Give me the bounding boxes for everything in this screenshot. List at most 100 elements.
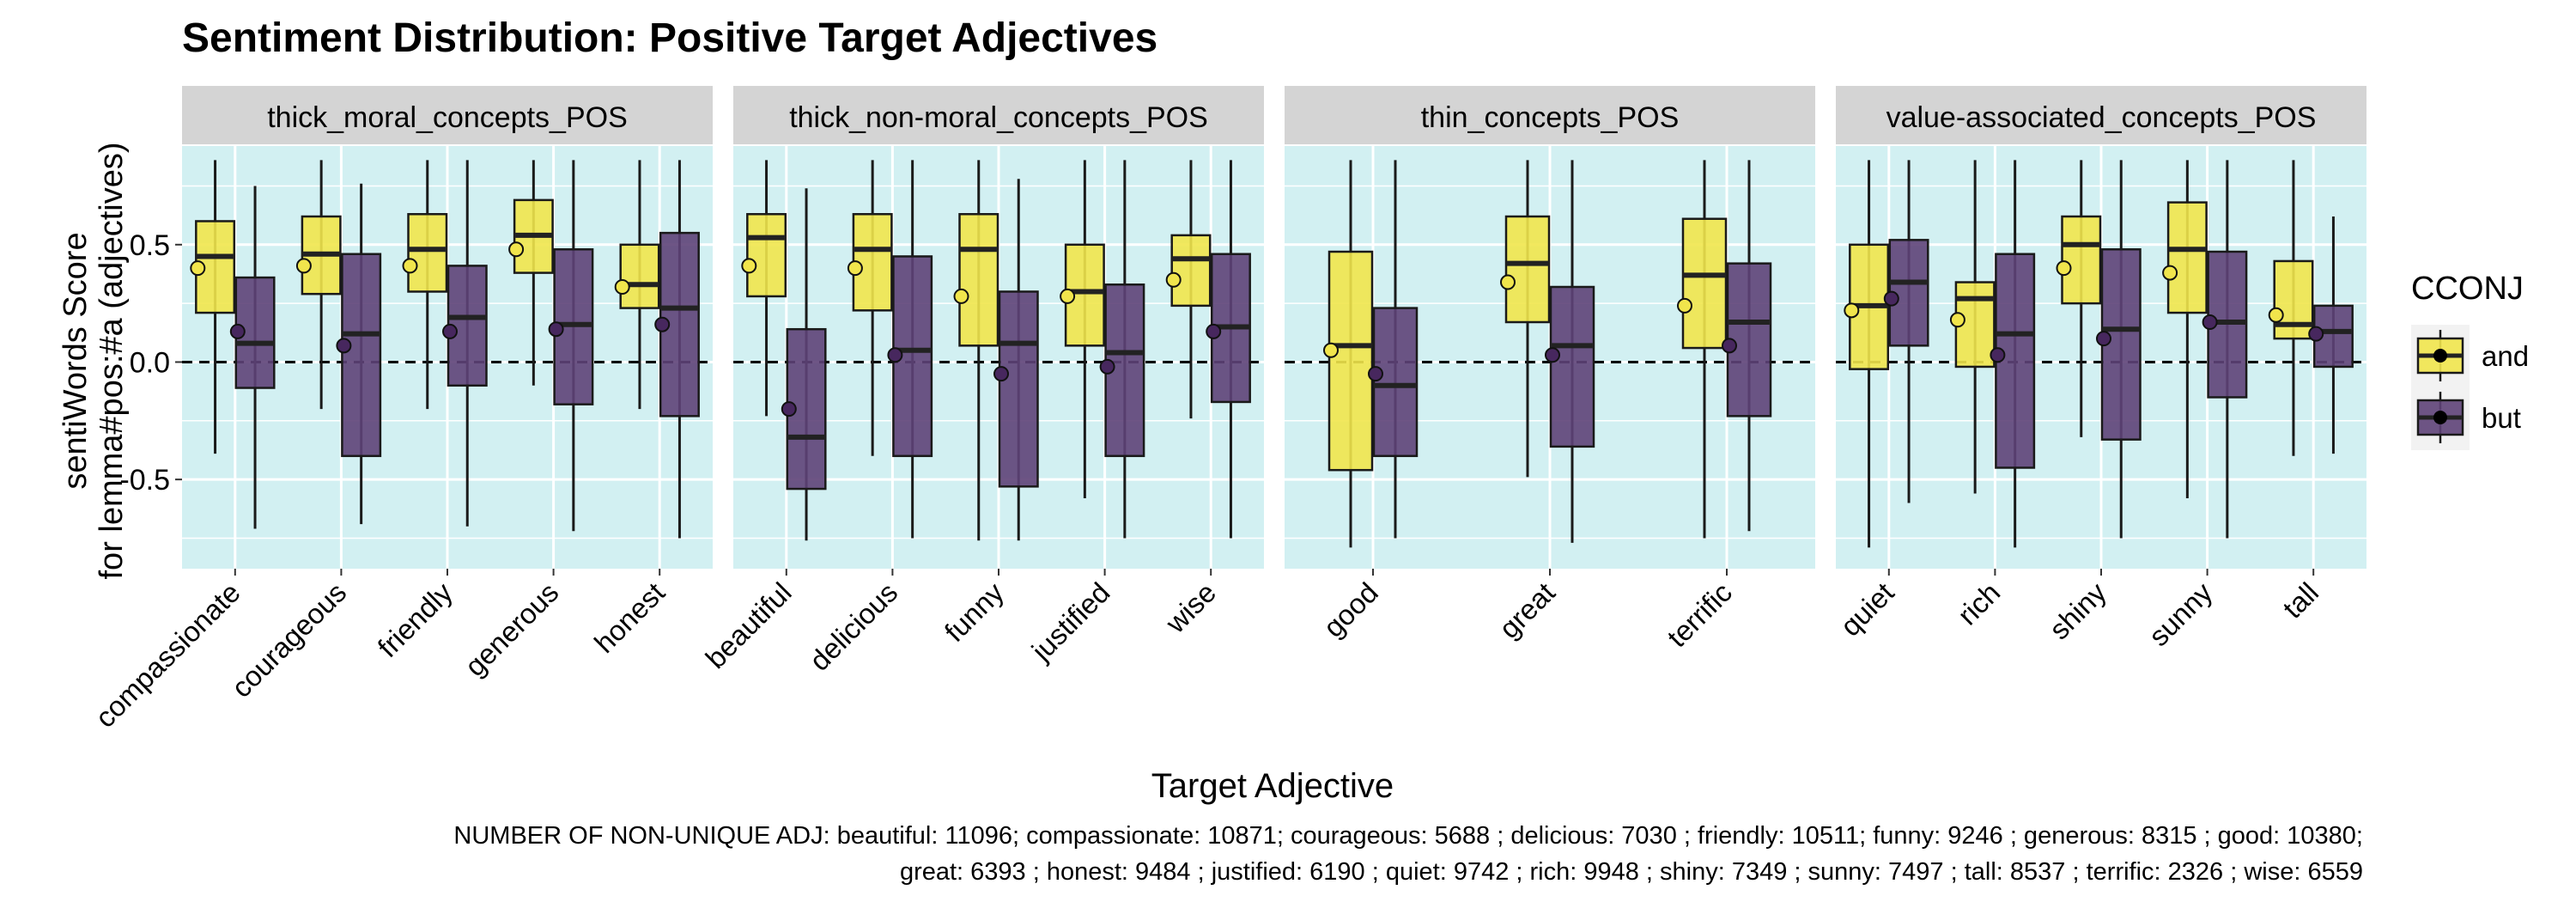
box-but xyxy=(1883,160,1929,503)
x-axis-title: Target Adjective xyxy=(1151,767,1394,805)
x-tick-label: honest xyxy=(588,576,671,659)
box-iqr xyxy=(1327,250,1374,472)
box-iqr xyxy=(1726,262,1772,417)
box-iqr xyxy=(958,213,999,347)
box-and xyxy=(847,160,893,456)
x-tick-label: compassionate xyxy=(89,576,246,734)
box-and xyxy=(1844,160,1890,548)
mean-point xyxy=(1722,338,1737,354)
y-axis-title-line1: sentiWords Score xyxy=(58,232,94,489)
box-and xyxy=(741,160,787,417)
facet-strip-label: thick_non-moral_concepts_POS xyxy=(789,101,1208,134)
x-tick-label: funny xyxy=(939,576,1011,648)
mean-point xyxy=(1990,347,2006,363)
facet-panel: thick_moral_concepts_POS compassionatecou… xyxy=(89,86,713,734)
box-but xyxy=(1990,160,2036,548)
box-and xyxy=(2056,160,2102,437)
box-iqr xyxy=(1549,285,1595,448)
box-but xyxy=(229,186,276,529)
box-but xyxy=(2308,216,2354,454)
box-but xyxy=(993,179,1039,541)
mean-point xyxy=(781,401,797,417)
y-tick-label: -0.5 xyxy=(119,464,170,497)
legend-entry-label: and xyxy=(2482,340,2529,372)
mean-point xyxy=(1844,302,1860,319)
box-and xyxy=(1500,160,1551,478)
box-iqr xyxy=(407,213,448,293)
mean-point xyxy=(887,347,903,363)
box-and xyxy=(2162,160,2208,498)
box-and xyxy=(2268,160,2314,456)
x-tick-label: quiet xyxy=(1834,576,1900,643)
facet-strip xyxy=(733,86,1264,144)
mean-point xyxy=(1500,274,1516,290)
mean-point xyxy=(402,258,418,274)
mean-point xyxy=(295,258,312,274)
box-iqr xyxy=(892,255,933,458)
x-tick-label: shiny xyxy=(2043,576,2112,645)
box-and xyxy=(295,160,342,410)
mean-point xyxy=(2268,307,2284,323)
mean-point xyxy=(614,279,630,295)
box-but xyxy=(654,160,700,539)
mean-point xyxy=(1165,271,1182,288)
box-iqr xyxy=(1372,307,1419,458)
x-tick-label: friendly xyxy=(372,576,459,663)
y-tick-label: 0.5 xyxy=(130,229,170,262)
legend-entry-label: but xyxy=(2482,402,2521,434)
x-tick-label: beautiful xyxy=(699,576,797,674)
box-but xyxy=(1206,160,1251,539)
mean-point xyxy=(1545,347,1560,363)
facet-strip xyxy=(182,86,713,144)
box-but xyxy=(548,160,594,532)
box-and xyxy=(402,160,448,410)
box-but xyxy=(336,183,382,525)
mean-point xyxy=(847,260,863,277)
box-iqr xyxy=(2166,201,2208,314)
box-and xyxy=(953,160,999,541)
mean-point xyxy=(1368,366,1383,382)
mean-point xyxy=(1949,312,1965,328)
facet-strip xyxy=(1836,86,2366,144)
legend-entry: but xyxy=(2416,392,2521,443)
box-iqr xyxy=(2061,215,2102,305)
box-and xyxy=(190,160,236,454)
mean-point xyxy=(548,321,564,338)
facet-strip-label: thin_concepts_POS xyxy=(1421,101,1680,134)
box-iqr xyxy=(341,253,382,458)
mean-point xyxy=(993,366,1009,382)
mean-point xyxy=(953,288,969,304)
facet-strip xyxy=(1285,86,1815,144)
legend-key-point xyxy=(2433,411,2447,424)
box-but xyxy=(442,160,488,527)
mean-point xyxy=(1099,358,1115,375)
y-axis: -0.5 0.0 0.5 xyxy=(119,229,182,497)
mean-point xyxy=(1060,288,1076,304)
box-and xyxy=(1323,160,1374,548)
box-and xyxy=(614,160,660,410)
x-tick-label: great xyxy=(1493,576,1561,644)
mean-point xyxy=(1206,323,1222,339)
mean-point xyxy=(654,316,671,332)
x-tick-label: tall xyxy=(2276,576,2324,625)
box-but xyxy=(1722,160,1772,532)
box-iqr xyxy=(1170,234,1212,308)
chart-title: Sentiment Distribution: Positive Target … xyxy=(182,15,1157,61)
facet-strip-label: thick_moral_concepts_POS xyxy=(267,101,628,134)
mean-point xyxy=(1677,297,1692,314)
mean-point xyxy=(2202,314,2218,330)
mean-point xyxy=(1883,290,1899,307)
box-but xyxy=(2202,160,2248,539)
box-but xyxy=(1368,160,1419,539)
mean-point xyxy=(2308,326,2324,342)
box-iqr xyxy=(1681,217,1728,350)
box-but xyxy=(1099,160,1145,539)
facet-panels: thick_moral_concepts_POS compassionatecou… xyxy=(89,86,2366,734)
facet-panel: thick_non-moral_concepts_POS beautiful del… xyxy=(699,86,1264,677)
caption-line2: great: 6393 ; honest: 9484 ; justified: … xyxy=(900,858,2363,886)
box-but xyxy=(887,160,933,539)
legend-title: CCONJ xyxy=(2411,271,2524,307)
legend-entry: and xyxy=(2416,330,2529,381)
